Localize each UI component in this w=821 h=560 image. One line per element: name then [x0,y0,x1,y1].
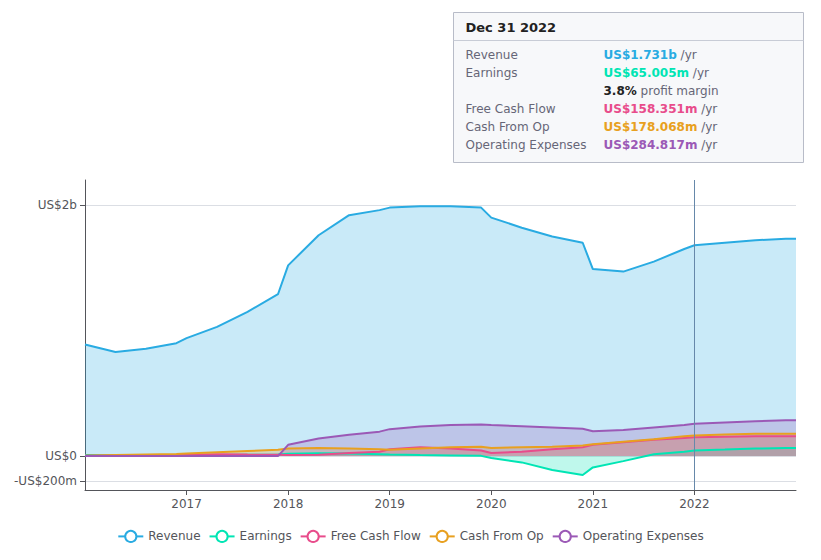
svg-text:US$1.731b: US$1.731b [604,48,678,62]
svg-text:Earnings: Earnings [466,66,518,80]
svg-text:Cash From Op: Cash From Op [466,120,550,134]
svg-text:Free Cash Flow: Free Cash Flow [466,102,556,116]
svg-text:3.8%: 3.8% [604,84,637,98]
svg-text:Revenue: Revenue [148,529,200,543]
svg-text:-US$200m: -US$200m [14,474,77,488]
svg-text:US$158.351m: US$158.351m [604,102,698,116]
svg-text:2020: 2020 [476,497,507,511]
svg-text:2022: 2022 [679,497,710,511]
svg-text:US$2b: US$2b [38,198,77,212]
svg-text:Dec 31 2022: Dec 31 2022 [466,20,557,35]
svg-text:/yr: /yr [701,102,717,116]
svg-text:US$65.005m: US$65.005m [604,66,690,80]
svg-text:Earnings: Earnings [240,529,292,543]
svg-text:Revenue: Revenue [466,48,518,62]
svg-text:US$284.817m: US$284.817m [604,138,698,152]
svg-text:Operating Expenses: Operating Expenses [583,529,704,543]
svg-text:Free Cash Flow: Free Cash Flow [331,529,421,543]
svg-text:US$178.068m: US$178.068m [604,120,698,134]
svg-text:/yr: /yr [701,120,717,134]
svg-text:2019: 2019 [374,497,405,511]
svg-text:Operating Expenses: Operating Expenses [466,138,587,152]
svg-text:/yr: /yr [681,48,697,62]
svg-text:/yr: /yr [693,66,709,80]
svg-text:US$0: US$0 [45,449,77,463]
svg-text:2017: 2017 [171,497,202,511]
svg-text:Cash From Op: Cash From Op [460,529,544,543]
svg-text:profit margin: profit margin [641,84,719,98]
svg-text:2018: 2018 [273,497,304,511]
svg-text:/yr: /yr [701,138,717,152]
svg-text:2021: 2021 [578,497,609,511]
